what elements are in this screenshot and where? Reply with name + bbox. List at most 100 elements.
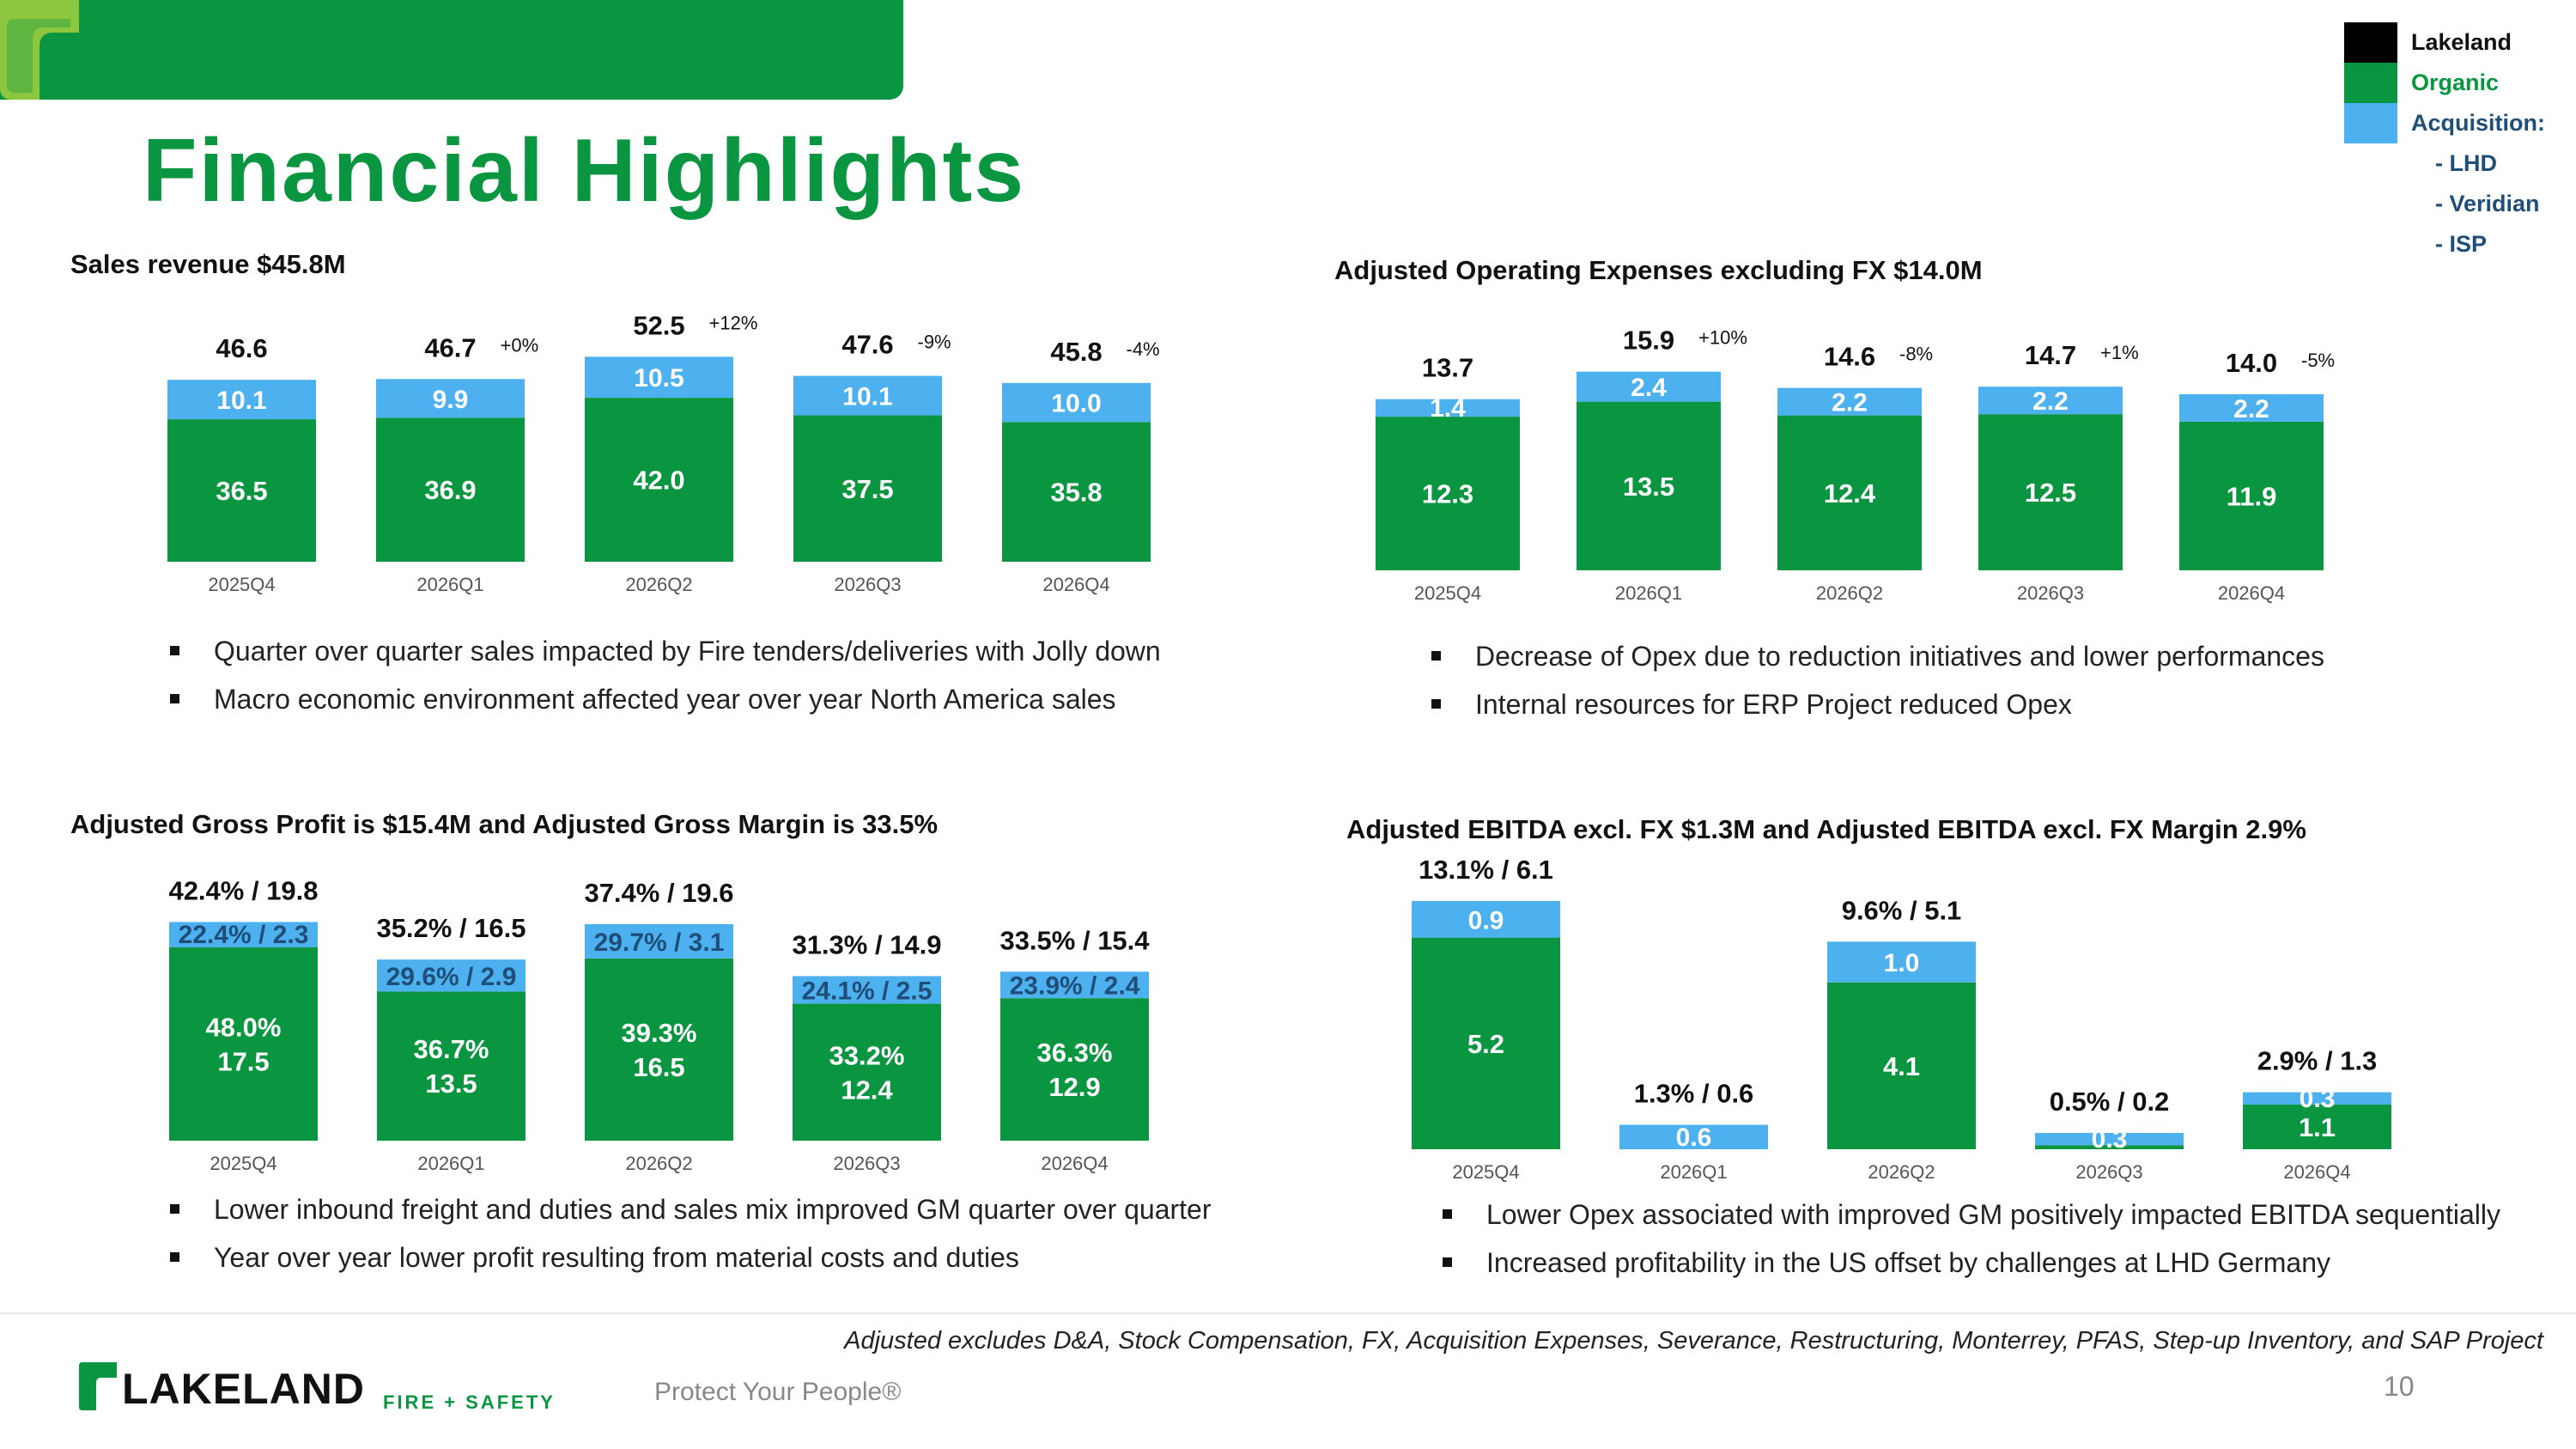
opex-label-acquisition: 2.2 [1832,389,1868,417]
bullet-text: Increased profitability in the US offset… [1486,1247,2331,1278]
ebitda-bar-acquisition [2035,1133,2184,1146]
gross-label-organic: 36.7% [414,1034,489,1064]
gross-bar-acquisition [585,924,733,959]
ebitda-label-acquisition: 0.9 [1468,906,1504,935]
sales-label-acquisition: 10.1 [216,387,266,415]
sales-label-acquisition: 10.5 [634,364,683,393]
gross-label-acquisition: 29.6% / 2.9 [386,963,517,991]
sales-label-acquisition: 10.1 [842,383,892,411]
ebitda-label-acquisition: 0.6 [1676,1123,1712,1152]
sales-bullet-1: Quarter over quarter sales impacted by F… [170,636,1161,667]
brand-name: LAKELAND [122,1365,365,1413]
brand-subtitle: FIRE + SAFETY [383,1391,556,1413]
opex-label-acquisition: 1.4 [1430,394,1466,423]
opex-label-acquisition: 2.2 [2233,395,2269,423]
sales-label-total: 52.5 [633,310,684,340]
gross-category-label: 2026Q3 [833,1153,900,1174]
sales-bar-organic [585,398,733,562]
sales-label-organic: 37.5 [841,474,893,504]
gross-label-total: 42.4% / 19.8 [168,875,318,905]
ebitda-bar-acquisition [1619,1124,1768,1149]
ebitda-bar-acquisition [2243,1092,2391,1105]
opex-label-organic: 12.5 [2025,478,2076,508]
gross-label-organic: 33.2% [829,1040,905,1070]
legend-label-lakeland: Lakeland [2411,29,2512,55]
legend-swatch-organic [2344,63,2397,103]
gross-label-total: 33.5% / 15.4 [999,925,1150,955]
opex-label-total: 13.7 [1422,353,1473,383]
tagline: Protect Your People® [654,1378,902,1406]
sales-category-label: 2026Q1 [416,574,483,595]
gross-category-label: 2026Q4 [1041,1153,1108,1174]
opex-bar-organic [1577,401,1721,570]
footer-divider [0,1312,2576,1314]
opex-bullet-1: Decrease of Opex due to reduction initia… [1431,641,2324,673]
gross-label-acquisition: 22.4% / 2.3 [179,921,309,949]
ebitda-category-label: 2026Q3 [2075,1161,2142,1183]
sales-label-total: 46.6 [216,333,267,363]
sales-label-organic: 42.0 [633,466,684,496]
sales-category-label: 2026Q2 [625,574,692,595]
ebitda-bullet-1: Lower Opex associated with improved GM p… [1443,1199,2500,1231]
legend-label-organic: Organic [2411,70,2500,95]
lakeland-leaf-icon [0,0,79,100]
opex-bar-organic [2179,421,2324,570]
ebitda-category-label: 2026Q2 [1868,1161,1935,1183]
ebitda-label-organic: 1.1 [2299,1112,2336,1142]
opex-section-title: Adjusted Operating Expenses excluding FX… [1334,255,1983,285]
bullet-square-icon [1431,699,1441,709]
sales-label-total: 45.8 [1050,337,1102,367]
opex-bar-organic [1376,417,1520,570]
opex-bar-acquisition [2179,393,2324,422]
sales-bar-organic [1002,422,1151,562]
opex-label-change: +1% [2100,342,2139,363]
sales-bar-organic [793,415,942,562]
opex-category-label: 2026Q3 [2017,582,2084,604]
opex-category-label: 2025Q4 [1414,582,1481,604]
ebitda-label-total: 9.6% / 5.1 [1842,895,1962,925]
gross-bar-acquisition [169,922,318,947]
sales-label-acquisition: 10.0 [1051,390,1101,418]
bullet-square-icon [170,646,179,656]
ebitda-label-acquisition: 0.3 [2300,1085,2336,1113]
gross-label-total: 35.2% / 16.5 [376,913,526,943]
gross-bar-organic [1000,998,1149,1141]
sales-bar-acquisition [1002,382,1151,423]
bullet-text: Decrease of Opex due to reduction initia… [1475,641,2324,672]
sales-label-organic: 36.9 [424,475,476,505]
sales-category-label: 2025Q4 [208,574,275,595]
gross-bar-acquisition [793,976,941,1004]
opex-category-label: 2026Q2 [1816,582,1883,604]
ebitda-category-label: 2025Q4 [1452,1161,1519,1183]
bullet-square-icon [170,694,179,704]
ebitda-label-total: 13.1% / 6.1 [1419,855,1553,885]
gross-bar-acquisition [377,959,526,992]
sales-label-change: -9% [918,332,951,353]
legend: Lakeland Organic Acquisition: - LHD - Ve… [2344,22,2567,263]
legend-sub-isp: - ISP [2435,231,2488,257]
gross-label-acquisition: 24.1% / 2.5 [802,977,933,1006]
gross-category-label: 2026Q1 [417,1153,484,1174]
bullet-square-icon [1431,651,1441,661]
gross-label-organic: 12.4 [841,1075,893,1105]
page-title: Financial Highlights [143,121,1026,221]
sales-bullet-2: Macro economic environment affected year… [170,684,1116,715]
ebitda-bullet-2: Increased profitability in the US offset… [1443,1247,2330,1279]
legend-swatch-acquisition [2344,103,2397,143]
bullet-text: Year over year lower profit resulting fr… [214,1242,1019,1273]
ebitda-label-acquisition: 0.3 [2092,1125,2128,1154]
bullet-square-icon [1443,1209,1452,1220]
sales-section-title: Sales revenue $45.8M [70,249,346,279]
gross-bar-organic [169,947,318,1141]
opex-label-organic: 12.4 [1824,478,1876,508]
gross-bar-organic [793,1003,941,1141]
opex-category-label: 2026Q1 [1615,582,1682,604]
ebitda-bar-organic [2243,1104,2391,1149]
gross-category-label: 2025Q4 [210,1153,276,1174]
bullet-text: Internal resources for ERP Project reduc… [1475,689,2072,720]
opex-label-total: 14.6 [1824,342,1875,372]
gross-bullet-2: Year over year lower profit resulting fr… [170,1242,1019,1274]
sales-label-organic: 35.8 [1050,478,1102,508]
gross-label-acquisition: 29.7% / 3.1 [594,928,725,957]
